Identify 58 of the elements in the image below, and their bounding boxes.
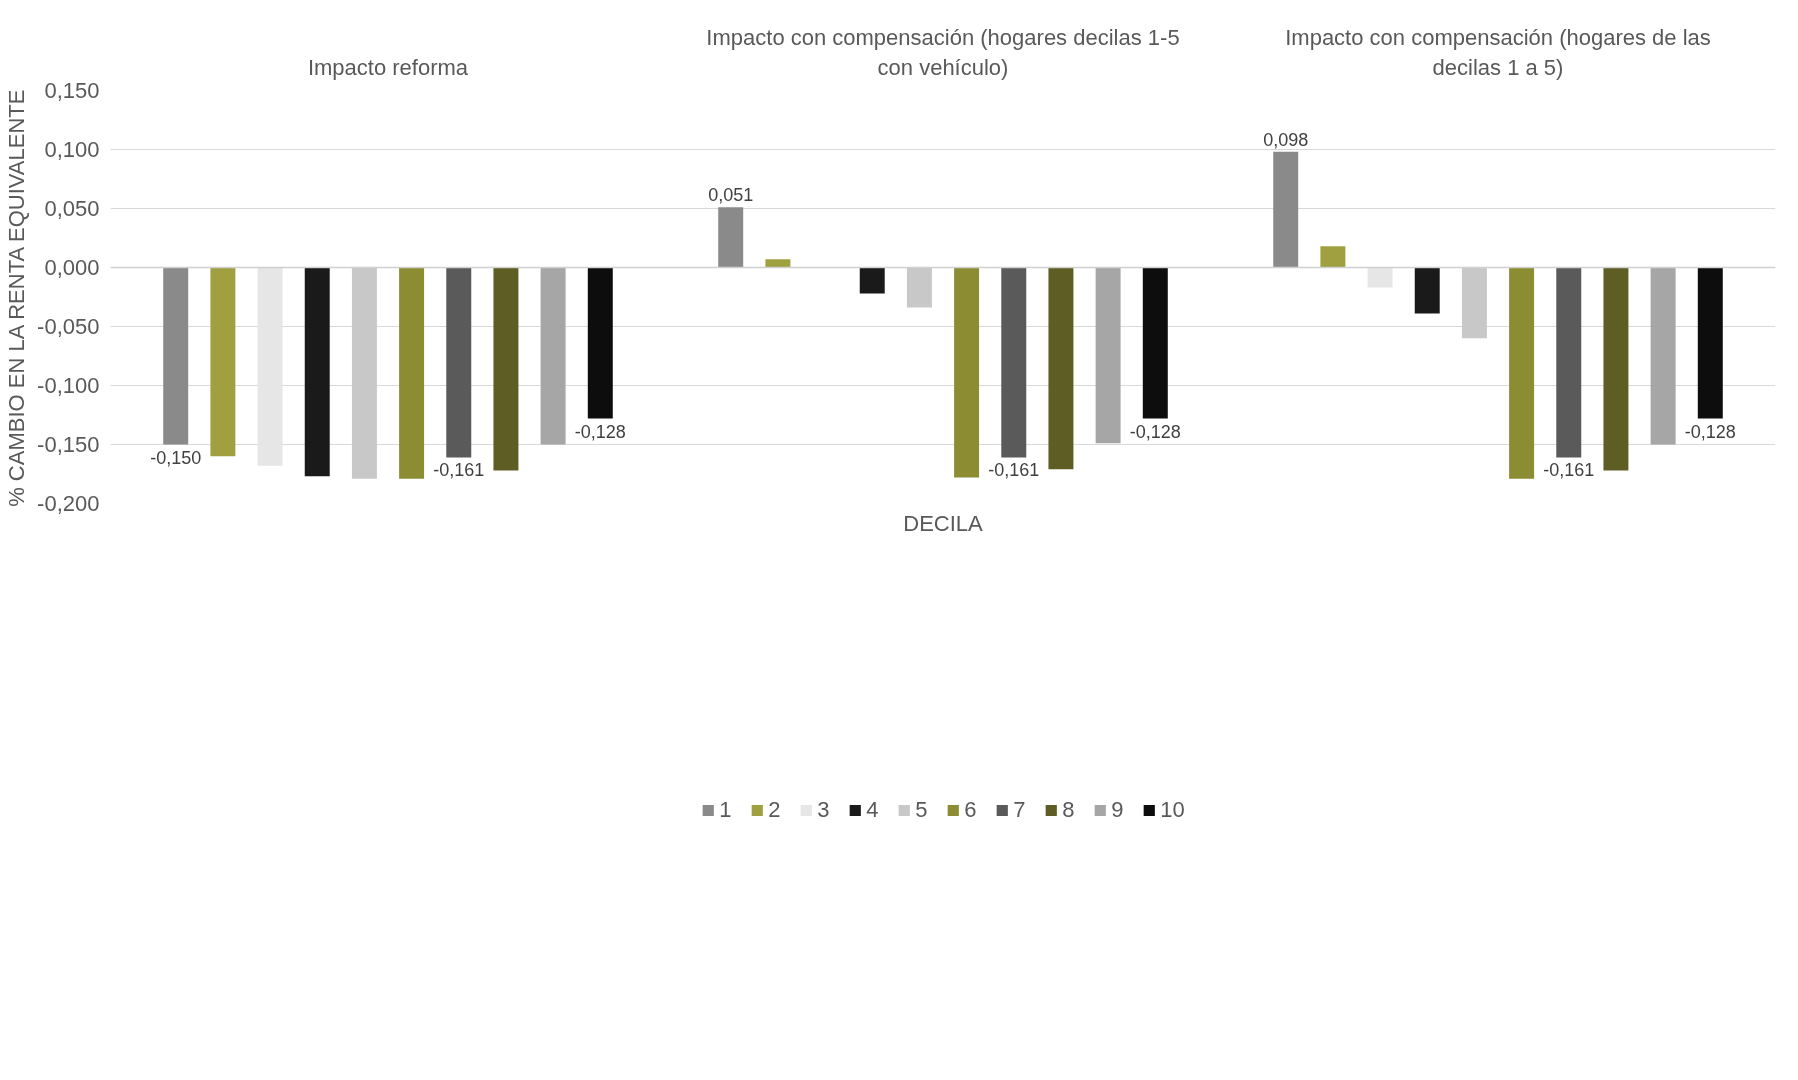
bar (1650, 267, 1676, 445)
y-tick-label: -0,100 (37, 373, 100, 398)
data-label: -0,161 (1543, 460, 1595, 481)
legend-label: 4 (866, 797, 880, 823)
bar (1048, 267, 1074, 470)
bar (1603, 267, 1629, 471)
bar (493, 267, 519, 471)
y-tick-label: -0,150 (37, 432, 100, 457)
x-axis-title: DECILA (903, 510, 984, 536)
bar (257, 267, 283, 466)
y-axis-title: % CAMBIO EN LA RENTA EQUIVALENTE (4, 89, 30, 507)
bar (210, 267, 236, 457)
bar (1095, 267, 1121, 444)
bar (1697, 267, 1723, 419)
legend-label: 8 (1062, 797, 1076, 823)
y-tick-label: 0,100 (44, 137, 100, 162)
y-tick-label: -0,200 (37, 491, 100, 516)
data-label: 0,051 (708, 185, 754, 206)
legend-label: 5 (915, 797, 929, 823)
bar (1367, 267, 1393, 288)
x-tick-label: Impacto con compensación (hogares de las decilas 1 a 5) (1285, 24, 1711, 80)
bar (1273, 151, 1299, 268)
bar (446, 267, 472, 458)
bar (540, 267, 566, 445)
bar (954, 267, 980, 478)
x-tick-label: Impacto con compensación (hogares decilas 1-5 con vehículo) (706, 24, 1180, 80)
bar (1320, 246, 1346, 268)
data-label: -0,128 (1684, 421, 1736, 442)
y-tick-label: 0,150 (44, 78, 100, 103)
bar (1001, 267, 1027, 458)
x-tick-label: Impacto reforma (307, 54, 469, 80)
legend-label: 3 (817, 797, 831, 823)
bar (765, 259, 791, 268)
bar (587, 267, 613, 419)
data-label: 0,098 (1263, 129, 1309, 150)
legend-label: 9 (1111, 797, 1125, 823)
bar (859, 267, 885, 294)
data-label: -0,128 (1129, 421, 1181, 442)
legend-label: 6 (964, 797, 978, 823)
bar (718, 207, 744, 268)
data-label: -0,150 (150, 447, 202, 468)
legend-label: 1 (719, 797, 733, 823)
data-label: -0,161 (988, 460, 1040, 481)
legend-label: 10 (1160, 797, 1185, 823)
bar (1142, 267, 1168, 419)
y-tick-label: 0,050 (44, 196, 100, 221)
bar (1556, 267, 1582, 458)
legend-label: 7 (1013, 797, 1027, 823)
bar (1509, 267, 1535, 479)
data-label: -0,128 (574, 421, 626, 442)
legend-label: 2 (768, 797, 782, 823)
data-label: -0,161 (433, 460, 485, 481)
bar (304, 267, 330, 477)
y-tick-label: -0,050 (37, 314, 100, 339)
bar (163, 267, 189, 445)
y-tick-label: 0,000 (44, 255, 100, 280)
bar (1414, 267, 1440, 314)
bar (399, 267, 425, 479)
